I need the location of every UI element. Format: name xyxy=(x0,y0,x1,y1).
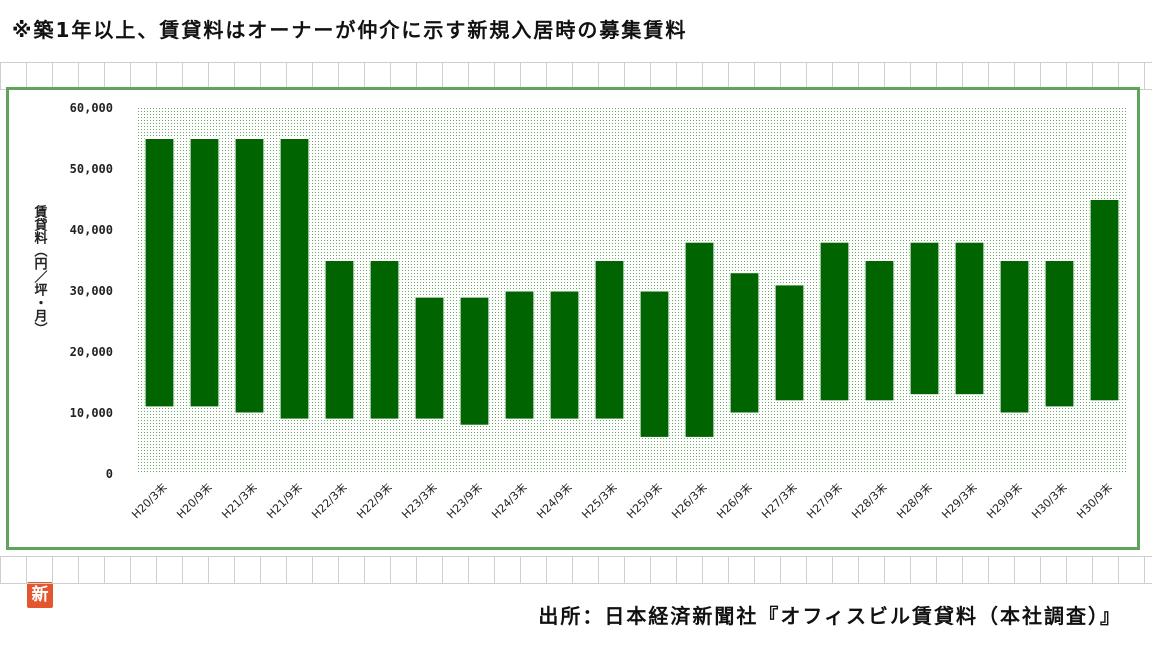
grid-strip-top xyxy=(0,62,1152,90)
range-bar xyxy=(819,241,850,402)
range-bar xyxy=(864,260,895,402)
x-tick-label: H21/3末 xyxy=(219,480,260,521)
range-bar xyxy=(594,260,625,420)
x-tick-label: H20/3末 xyxy=(129,480,170,521)
range-bar xyxy=(954,241,985,396)
range-bar xyxy=(1089,199,1120,402)
x-tick-label: H20/9末 xyxy=(174,480,215,521)
x-tick-label: H30/3末 xyxy=(1029,480,1070,521)
range-bar xyxy=(144,138,175,408)
range-bar xyxy=(234,138,265,414)
grid-strip-bottom xyxy=(0,556,1152,584)
x-tick-label: H23/9末 xyxy=(444,480,485,521)
x-tick-label: H25/9末 xyxy=(624,480,665,521)
range-bar xyxy=(279,138,310,420)
source-credit: 出所：日本経済新聞社『オフィスビル賃貸料（本社調査）』 xyxy=(538,604,1122,628)
y-tick-label: 10,000 xyxy=(70,406,113,420)
range-bar xyxy=(684,241,715,438)
y-axis-ticks: 0 10,000 20,000 30,000 40,000 50,000 60,000 xyxy=(70,101,113,481)
y-tick-label: 60,000 xyxy=(70,101,113,115)
x-tick-label: H28/3末 xyxy=(849,480,890,521)
x-tick-label: H26/3末 xyxy=(669,480,710,521)
range-bar xyxy=(504,290,535,420)
range-bar xyxy=(774,284,805,402)
range-bar xyxy=(909,241,940,396)
range-bar xyxy=(189,138,220,408)
x-tick-label: H22/9末 xyxy=(354,480,395,521)
chart-frame: 0 10,000 20,000 30,000 40,000 50,000 60,000 H2… xyxy=(6,87,1140,608)
x-tick-label: H23/3末 xyxy=(399,480,440,521)
x-tick-label: H24/3末 xyxy=(489,480,530,521)
range-bar xyxy=(414,296,445,420)
x-tick-label: H29/9末 xyxy=(984,480,1025,521)
range-bar xyxy=(369,260,400,420)
range-bar xyxy=(1044,260,1075,408)
x-tick-label: H21/9末 xyxy=(264,480,305,521)
y-tick-label: 50,000 xyxy=(70,162,113,176)
nikkei-logo: 新 xyxy=(27,582,53,608)
range-bar xyxy=(549,290,580,420)
range-bar xyxy=(639,290,670,438)
y-tick-label: 0 xyxy=(106,467,113,481)
y-tick-label: 30,000 xyxy=(70,284,113,298)
y-tick-label: 40,000 xyxy=(70,223,113,237)
x-axis-ticks: H20/3末 H20/9末 H21/3末 H21/9末 H22/3末 H22/9末 H23/… xyxy=(129,480,1115,521)
range-bar xyxy=(324,260,355,420)
range-bar xyxy=(999,260,1030,414)
range-bar xyxy=(459,296,490,426)
x-tick-label: H27/3末 xyxy=(759,480,800,521)
rent-chart: 0 10,000 20,000 30,000 40,000 50,000 60,000 H2… xyxy=(32,101,1127,521)
x-tick-label: H24/9末 xyxy=(534,480,575,521)
y-tick-label: 20,000 xyxy=(70,345,113,359)
x-tick-label: H30/9末 xyxy=(1074,480,1115,521)
x-tick-label: H22/3末 xyxy=(309,480,350,521)
range-bar xyxy=(729,272,760,414)
x-tick-label: H27/9末 xyxy=(804,480,845,521)
x-tick-label: H28/9末 xyxy=(894,480,935,521)
bars xyxy=(144,138,1120,438)
x-tick-label: H29/3末 xyxy=(939,480,980,521)
x-tick-label: H25/3末 xyxy=(579,480,620,521)
y-axis-label: 賃貸料（円／坪・月） xyxy=(32,204,49,335)
x-tick-label: H26/9末 xyxy=(714,480,755,521)
header-note: ※築1年以上、賃貸料はオーナーが仲介に示す新規入居時の募集賃料 xyxy=(12,18,688,42)
